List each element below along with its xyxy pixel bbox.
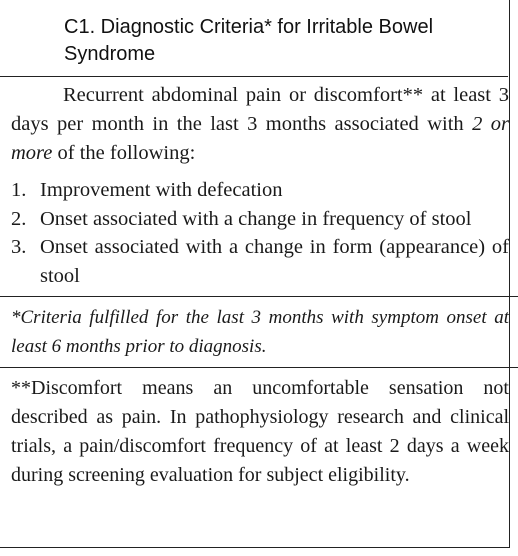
header-block: C1. Diagnostic Criteria* for Irritable B… <box>0 0 508 77</box>
footnote-criteria-duration: *Criteria fulfilled for the last 3 month… <box>11 307 509 357</box>
section-divider <box>0 296 518 297</box>
intro-tail: of the following: <box>52 142 196 164</box>
criteria-number: 1. <box>11 179 27 201</box>
criteria-content: Recurrent abdominal pain or discomfort**… <box>0 81 518 490</box>
intro-paragraph: Recurrent abdominal pain or discomfort**… <box>11 81 509 168</box>
criteria-text: Improvement with defecation <box>40 179 283 201</box>
footnote-discomfort-definition: **Discomfort means an uncomfortable sens… <box>11 377 509 486</box>
criteria-item: 3. Onset associated with a change in for… <box>11 233 509 290</box>
criteria-text: Onset associated with a change in form (… <box>40 236 509 287</box>
criteria-item: 2. Onset associated with a change in fre… <box>11 205 509 234</box>
criteria-item: 1. Improvement with defecation <box>11 176 509 205</box>
criteria-number: 3. <box>11 236 27 258</box>
criteria-list: 1. Improvement with defecation 2. Onset … <box>11 176 509 290</box>
criteria-number: 2. <box>11 207 27 230</box>
criteria-title: C1. Diagnostic Criteria* for Irritable B… <box>64 16 434 65</box>
section-divider <box>0 367 518 368</box>
intro-lead: Recurrent abdominal pain or discomfort**… <box>11 84 509 135</box>
intro-emphasis: 2 or more <box>11 113 509 164</box>
criteria-text: Onset associated with a change in freque… <box>40 207 472 230</box>
